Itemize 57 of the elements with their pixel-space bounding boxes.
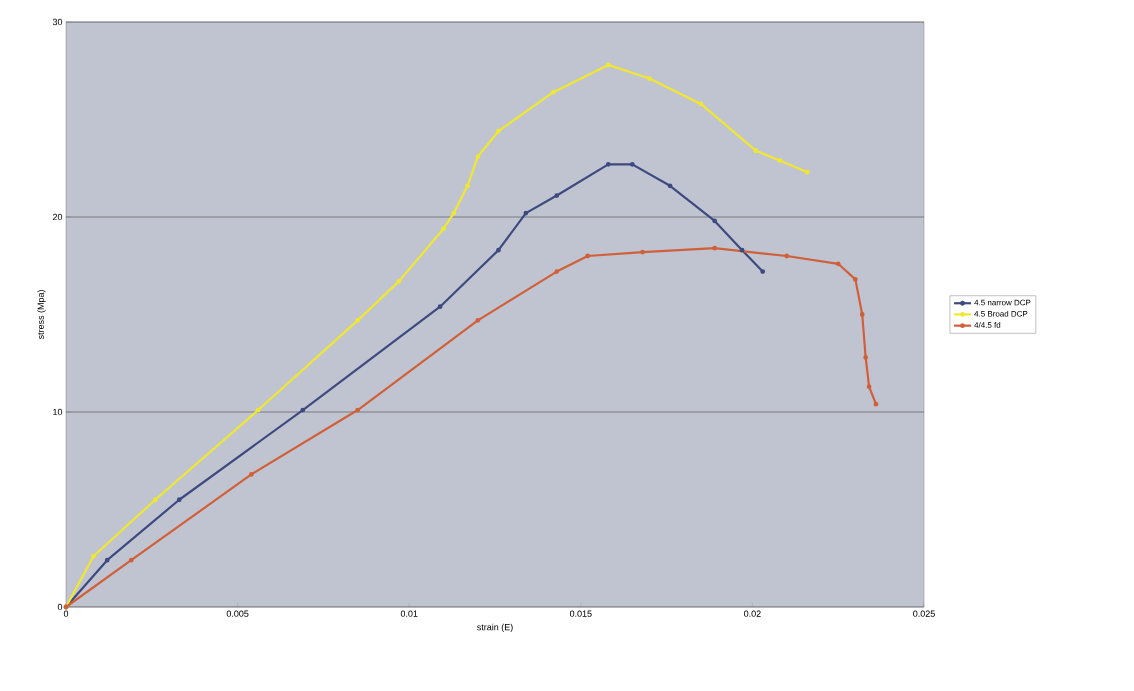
point	[128, 557, 134, 563]
point	[873, 401, 879, 407]
point	[441, 226, 446, 232]
y-tick-label: 10	[53, 408, 63, 416]
point	[863, 355, 869, 360]
point	[605, 161, 611, 167]
point	[248, 472, 254, 477]
point	[647, 76, 652, 81]
point	[835, 261, 841, 267]
point	[104, 557, 110, 563]
x-axis-title: strain (E)	[477, 623, 513, 633]
point	[629, 161, 635, 167]
point	[255, 407, 261, 413]
point	[760, 269, 766, 274]
point	[396, 278, 402, 284]
point	[465, 183, 470, 189]
point	[355, 317, 361, 323]
point	[712, 245, 718, 251]
point	[753, 148, 759, 154]
x-tick-label: 0.015	[569, 610, 592, 617]
point	[698, 101, 704, 107]
point	[712, 218, 718, 224]
point	[667, 183, 673, 189]
point	[300, 407, 306, 413]
x-tick-label: 0	[63, 610, 69, 617]
point	[451, 210, 457, 216]
point	[777, 158, 783, 163]
point	[176, 497, 182, 503]
y-tick-label: 0	[57, 603, 63, 611]
point	[355, 407, 361, 413]
point	[554, 193, 560, 198]
point	[475, 154, 481, 159]
point	[152, 497, 158, 503]
point	[554, 269, 560, 274]
point	[640, 249, 645, 255]
point	[784, 253, 790, 259]
point	[605, 62, 611, 68]
point	[475, 317, 481, 323]
y-tick-label: 30	[52, 18, 63, 26]
x-tick-label: 0.02	[744, 610, 761, 617]
point	[804, 169, 810, 175]
point	[739, 247, 745, 253]
point	[852, 277, 858, 282]
point	[496, 247, 501, 253]
x-tick-label: 0.025	[913, 610, 935, 617]
x-tick-label: 0.005	[226, 610, 249, 617]
point	[550, 89, 556, 95]
point	[437, 304, 443, 310]
point	[523, 210, 529, 216]
point	[496, 128, 501, 134]
point	[585, 253, 591, 259]
x-tick-label: 0.01	[400, 610, 418, 617]
point	[866, 384, 872, 390]
y-tick-label: 20	[52, 213, 63, 221]
point	[859, 312, 865, 317]
y-axis-title: stress (Mpa)	[37, 290, 46, 340]
point	[91, 553, 96, 559]
